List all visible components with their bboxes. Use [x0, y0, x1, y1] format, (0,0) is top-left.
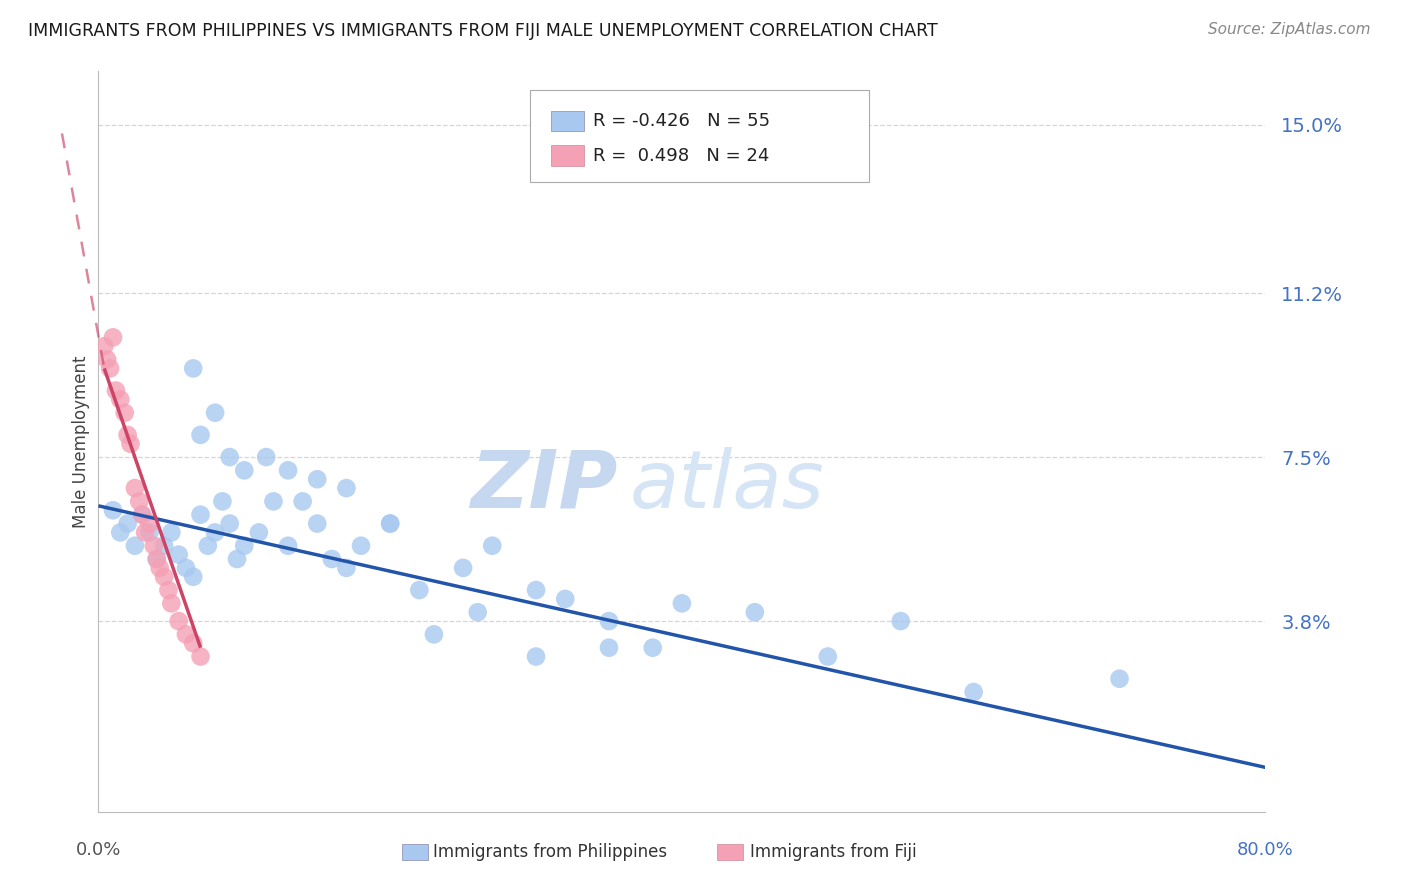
Point	[190, 508, 212, 522]
Bar	[402, 844, 427, 860]
Point	[110, 392, 132, 407]
Point	[110, 525, 132, 540]
Bar	[551, 145, 583, 166]
Point	[226, 552, 249, 566]
Point	[117, 428, 139, 442]
Point	[124, 539, 146, 553]
Point	[98, 361, 121, 376]
Point	[423, 627, 446, 641]
Point	[554, 591, 576, 606]
Point	[120, 436, 142, 450]
Text: R = -0.426   N = 55: R = -0.426 N = 55	[593, 112, 770, 130]
Point	[181, 361, 204, 376]
Text: IMMIGRANTS FROM PHILIPPINES VS IMMIGRANTS FROM FIJI MALE UNEMPLOYMENT CORRELATIO: IMMIGRANTS FROM PHILIPPINES VS IMMIGRANT…	[28, 22, 938, 40]
Point	[962, 685, 984, 699]
Point	[181, 570, 204, 584]
Point	[204, 406, 226, 420]
Point	[598, 640, 620, 655]
Point	[321, 552, 343, 566]
Point	[96, 352, 118, 367]
Point	[277, 539, 299, 553]
Point	[380, 516, 402, 531]
Point	[114, 406, 136, 420]
Point	[146, 552, 169, 566]
Point	[204, 525, 226, 540]
Point	[262, 494, 284, 508]
Point	[138, 516, 160, 531]
Point	[481, 539, 503, 553]
Point	[408, 582, 430, 597]
Point	[160, 525, 183, 540]
Point	[128, 494, 150, 508]
Text: R =  0.498   N = 24: R = 0.498 N = 24	[593, 147, 769, 165]
Point	[181, 636, 204, 650]
Point	[218, 516, 240, 531]
Point	[307, 516, 329, 531]
Point	[211, 494, 233, 508]
Point	[744, 605, 766, 619]
Point	[524, 649, 547, 664]
Text: Immigrants from Fiji: Immigrants from Fiji	[749, 843, 917, 861]
Point	[157, 582, 180, 597]
Bar	[717, 844, 742, 860]
Point	[671, 596, 693, 610]
Point	[93, 339, 115, 353]
Y-axis label: Male Unemployment: Male Unemployment	[72, 355, 90, 528]
Point	[101, 330, 124, 344]
Point	[254, 450, 277, 464]
Point	[233, 463, 256, 477]
Text: ZIP: ZIP	[471, 447, 617, 525]
Text: 80.0%: 80.0%	[1237, 841, 1294, 859]
Point	[124, 481, 146, 495]
Point	[380, 516, 402, 531]
Point	[218, 450, 240, 464]
Point	[641, 640, 664, 655]
Point	[153, 539, 176, 553]
Point	[174, 561, 197, 575]
Point	[291, 494, 314, 508]
Point	[149, 561, 172, 575]
Point	[247, 525, 270, 540]
Point	[138, 525, 160, 540]
Point	[1108, 672, 1130, 686]
Point	[598, 614, 620, 628]
Point	[142, 539, 165, 553]
Point	[350, 539, 373, 553]
Point	[160, 596, 183, 610]
FancyBboxPatch shape	[530, 90, 869, 183]
Text: Immigrants from Philippines: Immigrants from Philippines	[433, 843, 668, 861]
Point	[131, 508, 153, 522]
Point	[277, 463, 299, 477]
Point	[101, 503, 124, 517]
Point	[153, 570, 176, 584]
Point	[451, 561, 474, 575]
Point	[117, 516, 139, 531]
Point	[467, 605, 489, 619]
Point	[335, 561, 357, 575]
Point	[233, 539, 256, 553]
Text: Source: ZipAtlas.com: Source: ZipAtlas.com	[1208, 22, 1371, 37]
Point	[335, 481, 357, 495]
Point	[890, 614, 912, 628]
Point	[197, 539, 219, 553]
Point	[524, 582, 547, 597]
Point	[134, 525, 156, 540]
Point	[146, 552, 169, 566]
Bar	[551, 111, 583, 131]
Text: atlas: atlas	[630, 447, 824, 525]
Text: 0.0%: 0.0%	[76, 841, 121, 859]
Point	[104, 384, 127, 398]
Point	[174, 627, 197, 641]
Point	[167, 614, 190, 628]
Point	[190, 649, 212, 664]
Point	[190, 428, 212, 442]
Point	[307, 472, 329, 486]
Point	[817, 649, 839, 664]
Point	[131, 508, 153, 522]
Point	[167, 548, 190, 562]
